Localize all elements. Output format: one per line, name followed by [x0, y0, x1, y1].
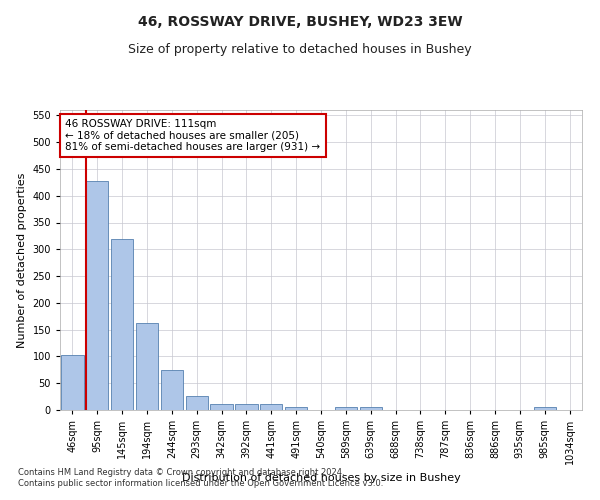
Text: 46, ROSSWAY DRIVE, BUSHEY, WD23 3EW: 46, ROSSWAY DRIVE, BUSHEY, WD23 3EW	[137, 15, 463, 29]
Bar	[136, 322, 158, 410]
Bar	[359, 408, 382, 410]
Bar	[86, 180, 109, 410]
Bar	[185, 396, 208, 410]
Bar	[211, 404, 233, 410]
Bar	[235, 404, 257, 410]
Bar	[61, 355, 83, 410]
Text: Size of property relative to detached houses in Bushey: Size of property relative to detached ho…	[128, 42, 472, 56]
Text: 46 ROSSWAY DRIVE: 111sqm
← 18% of detached houses are smaller (205)
81% of semi-: 46 ROSSWAY DRIVE: 111sqm ← 18% of detach…	[65, 119, 320, 152]
Bar	[111, 238, 133, 410]
Bar	[335, 408, 357, 410]
Bar	[285, 407, 307, 410]
Bar	[161, 370, 183, 410]
Bar	[533, 408, 556, 410]
Y-axis label: Number of detached properties: Number of detached properties	[17, 172, 27, 348]
Bar	[260, 404, 283, 410]
X-axis label: Distribution of detached houses by size in Bushey: Distribution of detached houses by size …	[182, 472, 460, 482]
Text: Contains HM Land Registry data © Crown copyright and database right 2024.
Contai: Contains HM Land Registry data © Crown c…	[18, 468, 383, 487]
